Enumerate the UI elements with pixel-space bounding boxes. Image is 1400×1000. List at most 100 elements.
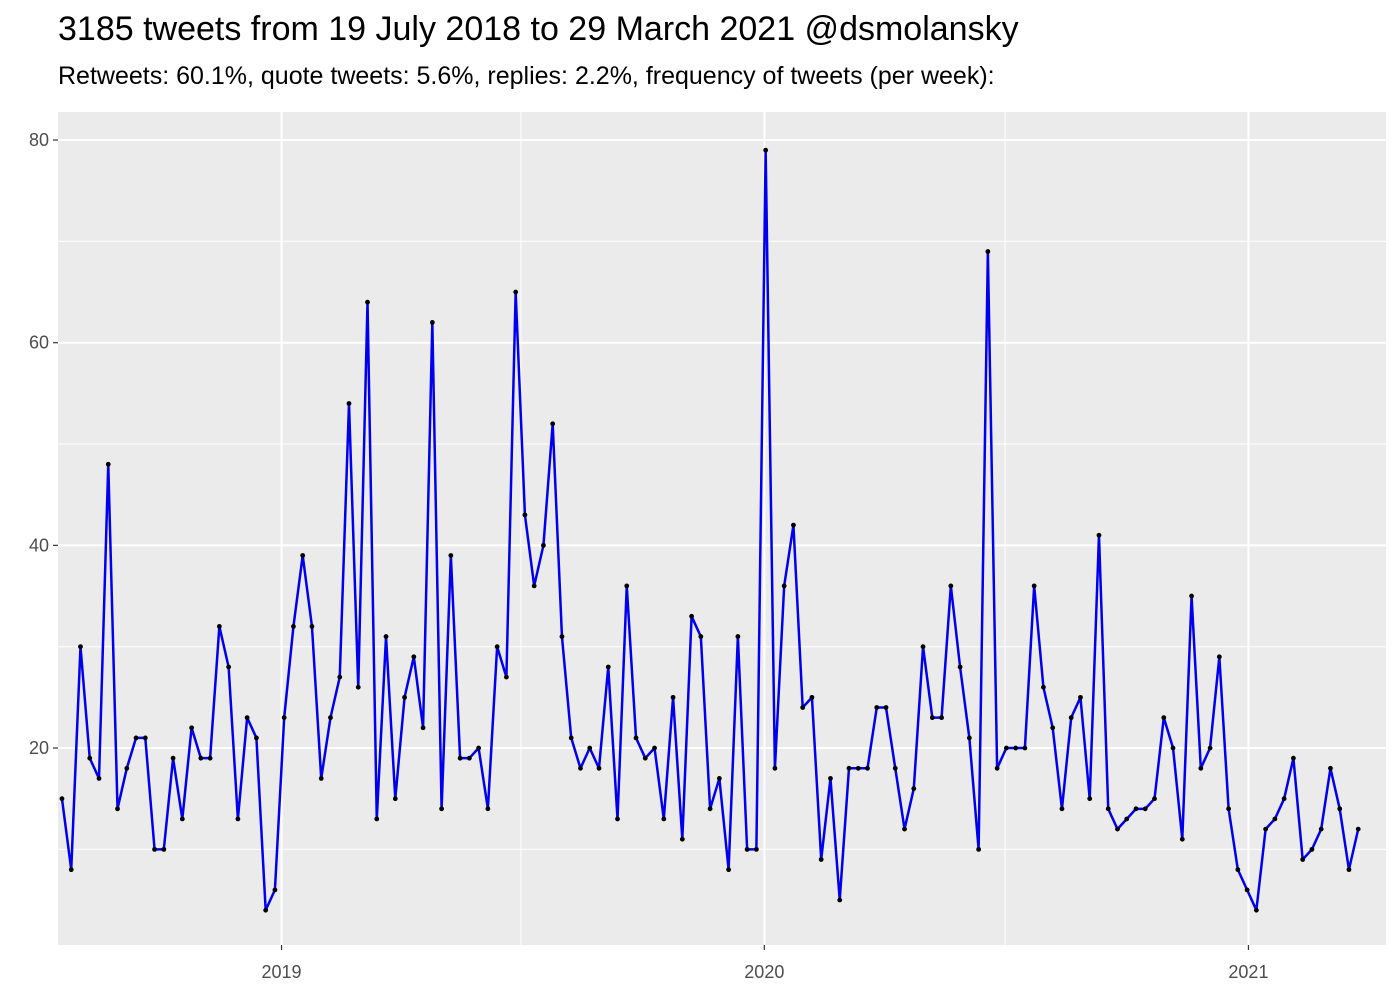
data-point bbox=[78, 644, 83, 650]
data-point bbox=[596, 765, 602, 771]
data-point bbox=[68, 867, 74, 873]
data-point bbox=[633, 735, 639, 741]
data-point bbox=[1337, 806, 1343, 812]
data-point bbox=[226, 664, 232, 670]
data-point bbox=[568, 735, 574, 741]
data-point bbox=[559, 634, 565, 639]
data-point bbox=[809, 694, 815, 700]
data-point bbox=[466, 755, 472, 761]
data-point bbox=[1059, 806, 1065, 812]
data-point bbox=[494, 644, 500, 650]
data-point bbox=[504, 674, 509, 680]
data-point bbox=[1198, 765, 1204, 771]
data-point bbox=[753, 846, 759, 852]
data-point bbox=[87, 755, 93, 761]
data-point bbox=[689, 613, 694, 619]
data-point bbox=[966, 735, 972, 741]
data-point bbox=[207, 755, 213, 761]
data-point bbox=[318, 776, 324, 781]
data-point bbox=[846, 765, 852, 771]
data-point bbox=[152, 846, 157, 852]
data-point bbox=[1318, 826, 1324, 832]
data-point bbox=[818, 857, 824, 862]
data-point bbox=[1235, 867, 1241, 873]
data-point bbox=[800, 705, 806, 710]
data-point bbox=[59, 796, 65, 802]
chart-subtitle: Retweets: 60.1%, quote tweets: 5.6%, rep… bbox=[58, 62, 995, 90]
data-point bbox=[170, 755, 176, 761]
data-point bbox=[254, 735, 259, 741]
data-point bbox=[1142, 806, 1148, 812]
minor-gridlines bbox=[37, 112, 1386, 945]
data-point bbox=[133, 735, 139, 741]
data-point bbox=[235, 816, 241, 822]
data-point bbox=[1041, 684, 1046, 690]
y-tick-label: 20 bbox=[29, 738, 49, 758]
data-point bbox=[1022, 745, 1028, 751]
y-axis-tick-labels: 20 40 60 80 bbox=[29, 130, 49, 758]
data-point bbox=[1272, 816, 1278, 822]
data-point bbox=[541, 542, 546, 548]
data-point bbox=[865, 765, 870, 771]
data-point bbox=[781, 583, 787, 589]
data-point bbox=[957, 664, 963, 670]
data-point bbox=[420, 725, 426, 731]
data-point bbox=[1096, 532, 1102, 538]
data-point bbox=[1133, 806, 1139, 812]
data-point bbox=[642, 755, 648, 761]
data-point bbox=[1068, 715, 1074, 721]
data-point bbox=[550, 421, 556, 427]
x-axis-tick-labels: 2019 2020 2021 bbox=[262, 962, 1269, 982]
data-point bbox=[939, 715, 944, 721]
data-point bbox=[1105, 806, 1111, 812]
data-point bbox=[948, 583, 954, 589]
data-point bbox=[744, 846, 750, 852]
data-point bbox=[309, 624, 315, 629]
data-point bbox=[485, 806, 491, 812]
data-point bbox=[1300, 857, 1306, 862]
data-point bbox=[763, 147, 769, 153]
data-point bbox=[1244, 887, 1250, 893]
data-point bbox=[513, 289, 519, 295]
data-point bbox=[1115, 826, 1120, 832]
data-point bbox=[985, 249, 991, 254]
chart-title: 3185 tweets from 19 July 2018 to 29 Marc… bbox=[58, 10, 1019, 48]
data-point bbox=[1328, 765, 1333, 771]
data-point bbox=[1189, 593, 1194, 599]
data-point bbox=[652, 745, 657, 751]
data-point bbox=[1031, 583, 1037, 589]
data-point bbox=[105, 461, 111, 467]
data-point bbox=[392, 796, 398, 802]
data-point bbox=[874, 705, 880, 710]
data-point bbox=[911, 786, 917, 791]
y-tick-label: 60 bbox=[29, 333, 49, 353]
data-point bbox=[1355, 826, 1361, 832]
data-point bbox=[828, 776, 833, 781]
data-point bbox=[661, 816, 667, 822]
data-point bbox=[161, 846, 167, 852]
data-point bbox=[1226, 806, 1231, 812]
series-points-group bbox=[59, 147, 1361, 913]
y-tick-label: 80 bbox=[29, 130, 49, 150]
x-tick-label: 2021 bbox=[1228, 962, 1268, 982]
data-point bbox=[791, 522, 796, 528]
data-point bbox=[902, 826, 907, 832]
data-point bbox=[670, 694, 676, 700]
data-point bbox=[587, 745, 593, 751]
data-point bbox=[615, 816, 620, 822]
data-point bbox=[457, 755, 463, 761]
x-tick-label: 2020 bbox=[744, 962, 784, 982]
data-point bbox=[328, 715, 333, 721]
data-point bbox=[429, 320, 435, 325]
data-point bbox=[476, 745, 482, 751]
data-point bbox=[624, 583, 630, 589]
data-point bbox=[1281, 796, 1287, 802]
data-point bbox=[531, 583, 537, 589]
data-point bbox=[1216, 654, 1222, 660]
data-point bbox=[189, 725, 194, 731]
data-point bbox=[1013, 745, 1019, 751]
data-point bbox=[1179, 836, 1185, 842]
data-point bbox=[735, 634, 741, 639]
data-point bbox=[1346, 867, 1352, 873]
data-point bbox=[179, 816, 185, 822]
